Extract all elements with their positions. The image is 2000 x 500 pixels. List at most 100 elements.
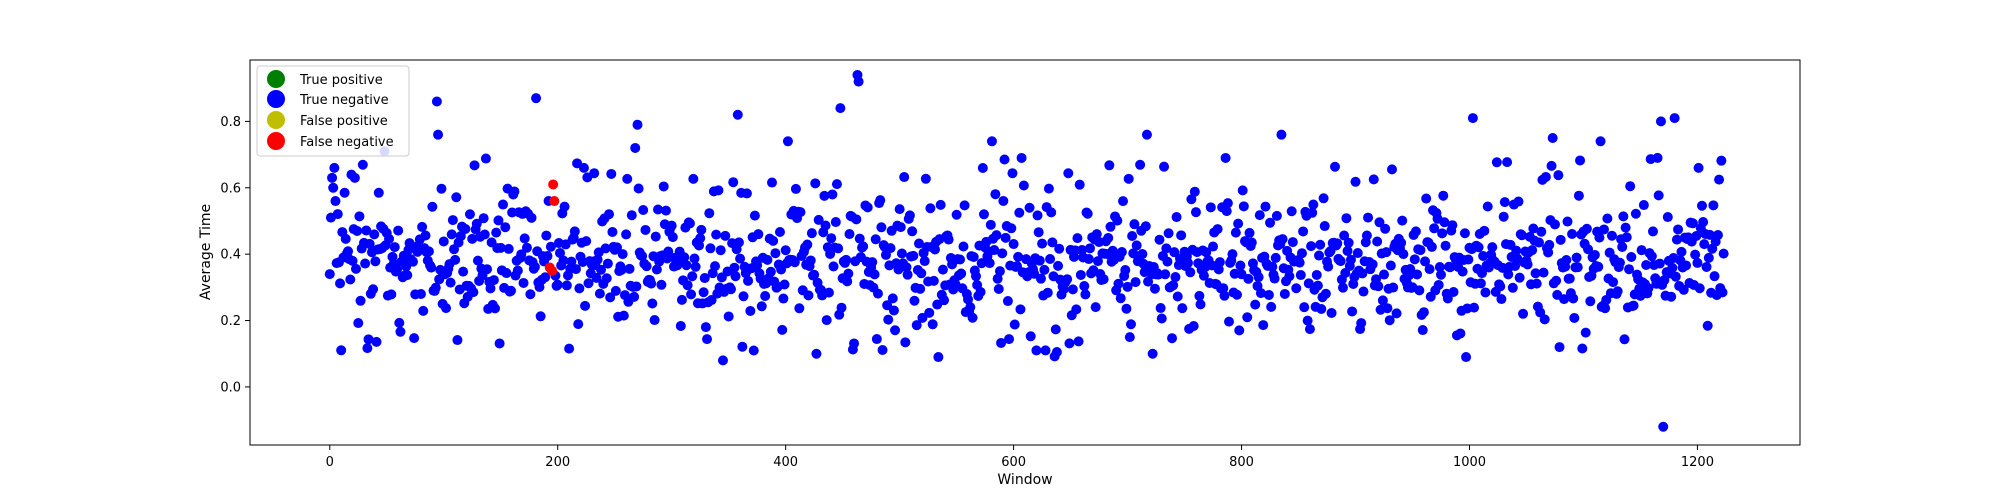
true-negative-point	[1709, 271, 1720, 282]
true-negative-point	[711, 229, 722, 240]
true-negative-point	[717, 355, 728, 366]
true-negative-point	[1018, 180, 1029, 191]
legend-entry-true-negative: True negative	[267, 90, 389, 108]
true-negative-point	[357, 159, 368, 170]
true-negative-point	[1522, 259, 1533, 270]
true-negative-point	[1687, 218, 1698, 229]
true-negative-point	[698, 287, 709, 298]
true-negative-point	[689, 253, 700, 264]
true-negative-point	[1294, 257, 1305, 268]
true-negative-point	[1000, 232, 1011, 243]
true-negative-point	[1045, 254, 1056, 264]
true-negative-point	[355, 295, 366, 306]
true-negative-point	[1714, 174, 1725, 185]
true-negative-point	[887, 293, 898, 304]
true-negative-point	[1577, 343, 1588, 354]
true-negative-point	[737, 341, 748, 352]
true-negative-point	[1243, 273, 1254, 284]
true-negative-point	[768, 235, 779, 246]
true-negative-point	[1463, 254, 1474, 265]
true-negative-point	[872, 288, 883, 299]
true-negative-point	[882, 300, 893, 311]
true-negative-point	[1230, 227, 1241, 238]
true-negative-point	[877, 345, 888, 355]
true-negative-point	[436, 183, 447, 194]
true-negative-point	[696, 224, 707, 235]
y-tick-label: 0.0	[220, 380, 241, 395]
true-negative-point	[1315, 239, 1326, 250]
true-negative-point	[1307, 207, 1318, 218]
true-negative-point	[324, 269, 335, 280]
true-negative-point	[1115, 293, 1126, 304]
true-negative-point	[1326, 307, 1337, 318]
true-negative-point	[1031, 345, 1042, 356]
true-negative-point	[1279, 288, 1290, 299]
true-negative-point	[939, 295, 950, 306]
true-negative-point	[478, 213, 489, 224]
true-negative-point	[975, 286, 986, 297]
true-negative-point	[540, 272, 551, 283]
true-negative-point	[1137, 249, 1148, 260]
true-negative-point	[1367, 259, 1378, 270]
true-negative-point	[1439, 217, 1450, 228]
true-negative-point	[1527, 245, 1538, 256]
true-negative-point	[909, 295, 920, 306]
true-negative-point	[1698, 216, 1709, 227]
true-negative-point	[541, 230, 552, 241]
true-negative-point	[715, 245, 726, 256]
true-negative-point	[885, 243, 896, 254]
true-negative-point	[1074, 179, 1085, 190]
true-negative-point	[650, 231, 661, 242]
true-negative-point	[559, 201, 570, 212]
true-negative-point	[488, 275, 499, 286]
true-negative-point	[1270, 252, 1281, 263]
true-negative-point	[1626, 252, 1637, 263]
true-negative-point	[1182, 257, 1193, 268]
true-negative-point	[1473, 242, 1484, 253]
true-negative-point	[1314, 250, 1325, 261]
true-negative-point	[862, 202, 873, 213]
true-negative-point	[841, 254, 852, 265]
true-negative-point	[1298, 226, 1309, 237]
true-negative-point	[570, 264, 581, 275]
true-negative-point	[1447, 220, 1458, 231]
true-negative-point	[929, 244, 940, 255]
true-negative-point	[423, 246, 434, 257]
true-negative-point	[756, 301, 767, 312]
true-negative-point	[649, 315, 660, 326]
true-negative-point	[531, 93, 542, 104]
true-negative-point	[1381, 247, 1392, 258]
true-negative-point	[748, 345, 759, 356]
true-negative-point	[1434, 262, 1445, 273]
true-negative-point	[920, 173, 931, 184]
true-negative-point	[1246, 237, 1257, 248]
true-negative-point	[933, 352, 944, 363]
true-negative-point	[1670, 271, 1681, 282]
true-negative-point	[1681, 260, 1692, 271]
true-negative-point	[1051, 347, 1062, 357]
true-negative-point	[605, 292, 616, 303]
true-negative-point	[1662, 212, 1673, 223]
true-negative-point	[542, 251, 553, 262]
true-negative-point	[327, 172, 338, 183]
true-negative-point	[1388, 282, 1399, 293]
true-negative-point	[762, 254, 773, 265]
true-negative-point	[1691, 231, 1702, 242]
legend-entry-false-positive: False positive	[267, 111, 388, 129]
true-negative-point	[332, 209, 343, 220]
true-negative-point	[1014, 207, 1025, 218]
true-negative-point	[602, 258, 613, 269]
true-negative-point	[1507, 282, 1518, 293]
true-negative-point	[779, 279, 790, 290]
true-negative-point	[591, 272, 602, 283]
true-negative-point	[1421, 193, 1432, 204]
true-negative-point	[500, 222, 511, 233]
x-tick-label: 600	[1001, 455, 1026, 470]
true-negative-point	[827, 189, 838, 200]
true-negative-point	[1636, 245, 1647, 256]
true-negative-point	[875, 195, 886, 206]
true-negative-point	[1318, 193, 1329, 204]
true-negative-point	[418, 305, 429, 316]
true-negative-point	[1319, 221, 1330, 232]
true-negative-point	[1295, 270, 1306, 281]
